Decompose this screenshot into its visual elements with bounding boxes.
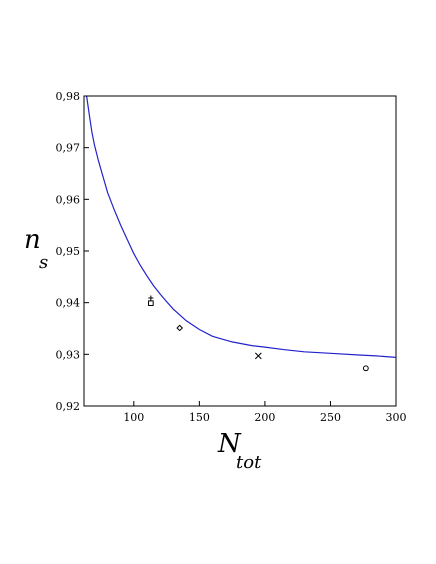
- x-axis-ticks: 100 150 200 250 300: [123, 401, 407, 424]
- x-tick-label: 150: [189, 411, 210, 424]
- y-tick-label: 0,96: [56, 193, 81, 206]
- x-tick-label: 100: [123, 411, 144, 424]
- data-point-square: [148, 300, 154, 306]
- x-tick-label: 250: [320, 411, 341, 424]
- data-point-diamond: [176, 324, 184, 332]
- y-axis-ticks: 0,92 0,93 0,94 0,95 0,96 0,97 0,98: [56, 90, 89, 413]
- points-layer: [148, 295, 369, 372]
- y-tick-label: 0,94: [56, 297, 81, 310]
- y-axis-label-main: n: [24, 225, 41, 255]
- x-tick-label: 300: [386, 411, 407, 424]
- x-axis-label-main: N: [217, 429, 242, 459]
- y-tick-label: 0,92: [56, 400, 81, 413]
- y-tick-label: 0,93: [56, 348, 81, 361]
- x-tick-label: 200: [254, 411, 275, 424]
- fit-curve: [86, 95, 397, 358]
- y-tick-label: 0,95: [56, 245, 81, 258]
- y-tick-label: 0,98: [56, 90, 81, 103]
- data-point-circle: [362, 365, 369, 372]
- plot-border: [83, 95, 397, 407]
- x-axis-label: N: [217, 429, 242, 459]
- x-axis-label-subscript: tot: [236, 452, 262, 473]
- y-tick-label: 0,97: [56, 142, 81, 155]
- y-axis-label: n: [24, 225, 41, 255]
- data-point-x: [254, 352, 262, 360]
- y-axis-label-subscript: s: [39, 252, 48, 273]
- plot-frame: [83, 95, 397, 407]
- data-point-cross: [148, 295, 154, 301]
- curve-layer: [86, 95, 397, 358]
